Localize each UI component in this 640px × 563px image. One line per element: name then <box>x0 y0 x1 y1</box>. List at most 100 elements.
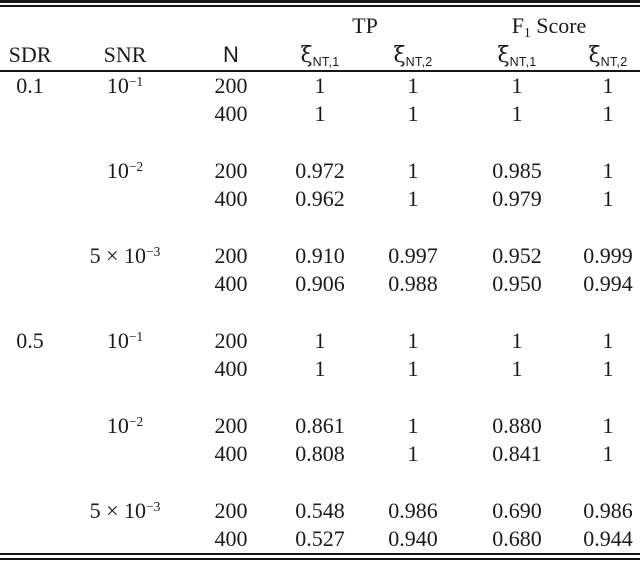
f1-xi1-cell: 0.690 <box>492 498 542 523</box>
snr-cell: 10−1 <box>60 71 190 100</box>
tp-xi1-cell: 1 <box>314 73 326 98</box>
snr-cell <box>60 185 190 213</box>
f1-xi1-cell: 0.680 <box>492 526 542 551</box>
f1-xi1-cell: 1 <box>511 356 523 381</box>
sdr-cell <box>0 185 60 213</box>
tp-xi1-cell: 0.548 <box>295 498 345 523</box>
table-row: 400 1 1 1 1 <box>0 100 640 128</box>
snr-cell: 5 × 10−3 <box>60 497 190 525</box>
tp-xi1-cell: 0.962 <box>295 186 345 211</box>
snr-exponent: −2 <box>128 414 144 429</box>
tp-xi2-cell: 0.997 <box>388 243 438 268</box>
snr-value: 5 × 10−3 <box>89 498 161 523</box>
column-header-row: SDR SNR N ξNT,1 ξNT,2 ξNT,1 ξNT,2 <box>0 40 640 72</box>
tp-xi2-cell: 0.988 <box>388 271 438 296</box>
group-spacer-row <box>0 468 640 497</box>
f1-xi1-cell: 0.952 <box>492 243 542 268</box>
f1-score-group-header: F1 Score <box>458 7 640 40</box>
results-table: TP F1 Score SDR SNR N ξNT,1 ξNT,2 ξNT,1 … <box>0 7 640 553</box>
tp-xi2-cell: 1 <box>407 101 419 126</box>
n-cell: 400 <box>214 356 248 381</box>
f1-xi2-cell: 1 <box>602 328 614 353</box>
tp-xi1-cell: 0.861 <box>295 413 345 438</box>
tp-xi1-cell: 1 <box>314 328 326 353</box>
snr-cell <box>60 355 190 383</box>
table-row: 400 0.962 1 0.979 1 <box>0 185 640 213</box>
n-cell: 200 <box>214 498 248 523</box>
n-cell: 200 <box>214 158 248 183</box>
col-header-f1-xi2: ξNT,2 <box>576 40 640 72</box>
f1-xi1-cell: 1 <box>511 73 523 98</box>
table-row: 5 × 10−3 200 0.548 0.986 0.690 0.986 <box>0 497 640 525</box>
group-spacer-row <box>0 298 640 327</box>
tp-xi2-cell: 0.986 <box>388 498 438 523</box>
snr-cell <box>60 525 190 553</box>
n-cell: 400 <box>214 271 248 296</box>
sdr-cell <box>0 242 60 270</box>
snr-value: 10−1 <box>106 328 144 353</box>
snr-exponent: −3 <box>146 244 161 259</box>
tp-xi2-cell: 1 <box>407 413 419 438</box>
col-header-snr: SNR <box>60 40 190 72</box>
snr-cell: 10−2 <box>60 157 190 185</box>
snr-value: 5 × 10−3 <box>89 243 161 268</box>
tp-xi2-cell: 1 <box>407 158 419 183</box>
f1-xi1-cell: 0.979 <box>492 186 542 211</box>
f1-xi1-cell: 1 <box>511 328 523 353</box>
f1-xi1-cell: 0.841 <box>492 441 542 466</box>
group-spacer-row <box>0 213 640 242</box>
snr-value: 10−2 <box>106 413 144 438</box>
snr-cell <box>60 270 190 298</box>
f1-score-label: F1 Score <box>511 13 587 40</box>
f1-xi1-cell: 0.985 <box>492 158 542 183</box>
tp-xi1-cell: 0.910 <box>295 243 345 268</box>
f1-xi2-cell: 1 <box>602 413 614 438</box>
tp-xi1-cell: 0.808 <box>295 441 345 466</box>
tp-xi2-cell: 1 <box>407 441 419 466</box>
table-bottom-rule <box>0 553 640 560</box>
tp-group-header: TP <box>272 7 458 40</box>
snr-value: 10−1 <box>106 73 144 98</box>
f1-xi2-cell: 0.994 <box>583 271 633 296</box>
tp-xi2-cell: 1 <box>407 186 419 211</box>
f1-xi1-cell: 1 <box>511 101 523 126</box>
snr-cell <box>60 440 190 468</box>
table-row: 400 0.808 1 0.841 1 <box>0 440 640 468</box>
n-cell: 200 <box>214 328 248 353</box>
f1-xi2-cell: 1 <box>602 158 614 183</box>
snr-value: 10−2 <box>106 158 144 183</box>
f1-xi1-cell: 0.950 <box>492 271 542 296</box>
col-header-tp-xi2: ξNT,2 <box>368 40 458 72</box>
col-header-tp-xi1: ξNT,1 <box>272 40 368 72</box>
f1-xi2-cell: 1 <box>602 73 614 98</box>
snr-exponent: −2 <box>128 159 144 174</box>
f1-xi2-cell: 0.999 <box>583 243 633 268</box>
col-header-n: N <box>190 40 272 72</box>
tp-xi2-cell: 0.940 <box>388 526 438 551</box>
snr-cell: 10−1 <box>60 327 190 355</box>
sdr-cell <box>0 270 60 298</box>
tp-xi1-cell: 1 <box>314 101 326 126</box>
f1-xi2-cell: 1 <box>602 101 614 126</box>
col-header-f1-xi1: ξNT,1 <box>458 40 576 72</box>
sdr-cell <box>0 355 60 383</box>
n-cell: 200 <box>214 413 248 438</box>
n-cell: 400 <box>214 526 248 551</box>
n-cell: 200 <box>214 243 248 268</box>
table-row: 0.1 10−1 200 1 1 1 1 <box>0 71 640 100</box>
header-spacer <box>0 7 272 40</box>
table-row: 0.5 10−1 200 1 1 1 1 <box>0 327 640 355</box>
group-spacer-row <box>0 383 640 412</box>
sdr-cell: 0.5 <box>16 328 44 353</box>
snr-exponent: −1 <box>128 74 144 89</box>
group-header-row: TP F1 Score <box>0 7 640 40</box>
table-row: 400 0.906 0.988 0.950 0.994 <box>0 270 640 298</box>
n-cell: 400 <box>214 441 248 466</box>
sdr-cell <box>0 100 60 128</box>
sdr-cell <box>0 412 60 440</box>
f1-xi2-cell: 1 <box>602 441 614 466</box>
tp-xi1-cell: 0.972 <box>295 158 345 183</box>
n-cell: 200 <box>214 73 248 98</box>
sdr-cell <box>0 525 60 553</box>
